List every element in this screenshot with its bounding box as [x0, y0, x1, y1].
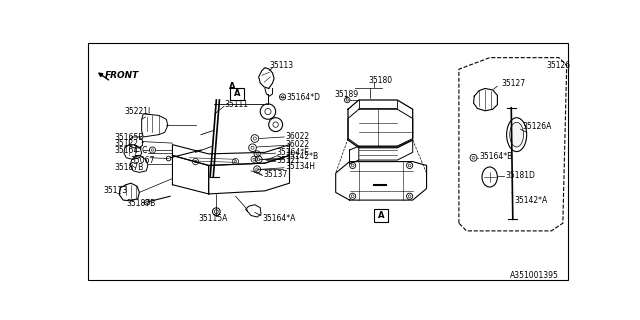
Text: 36022: 36022 [285, 132, 310, 141]
Text: FRONT: FRONT [105, 71, 139, 80]
Text: 35142*B: 35142*B [285, 152, 319, 162]
Text: 35164*D: 35164*D [287, 93, 321, 102]
Text: 35221I: 35221I [124, 107, 150, 116]
Text: 35121: 35121 [276, 156, 300, 165]
Text: 35137: 35137 [263, 170, 287, 179]
Text: 35189: 35189 [334, 90, 358, 99]
Text: A: A [378, 211, 385, 220]
Text: A351001395: A351001395 [510, 271, 559, 280]
Ellipse shape [509, 122, 524, 147]
Text: 35164*C: 35164*C [115, 146, 148, 155]
Text: 35164*B: 35164*B [480, 152, 513, 162]
Text: 35067: 35067 [131, 156, 156, 164]
Text: 35113: 35113 [269, 61, 294, 70]
Ellipse shape [507, 118, 527, 152]
Text: 35111: 35111 [224, 100, 248, 109]
Text: 35187B: 35187B [126, 199, 156, 208]
Text: 35115A: 35115A [198, 214, 228, 223]
Text: 35142*A: 35142*A [515, 196, 548, 204]
Text: 35134H: 35134H [285, 163, 316, 172]
Text: A: A [229, 83, 236, 92]
Text: 35122: 35122 [115, 140, 139, 148]
Text: 35126: 35126 [546, 61, 570, 70]
Text: 35181D: 35181D [505, 171, 535, 180]
Text: 35126A: 35126A [522, 123, 552, 132]
Text: 35165B: 35165B [115, 133, 144, 142]
Text: 36022: 36022 [285, 140, 310, 149]
Text: 35180: 35180 [368, 76, 392, 85]
Bar [374, 209, 388, 222]
Text: 35127: 35127 [501, 78, 525, 88]
Text: 35164*A: 35164*A [262, 214, 296, 223]
Bar [230, 88, 244, 100]
Text: A: A [234, 89, 241, 98]
Text: 35187B: 35187B [115, 163, 144, 172]
Ellipse shape [482, 167, 497, 187]
Text: 35164*E: 35164*E [276, 148, 309, 157]
Text: 35173: 35173 [103, 186, 127, 195]
